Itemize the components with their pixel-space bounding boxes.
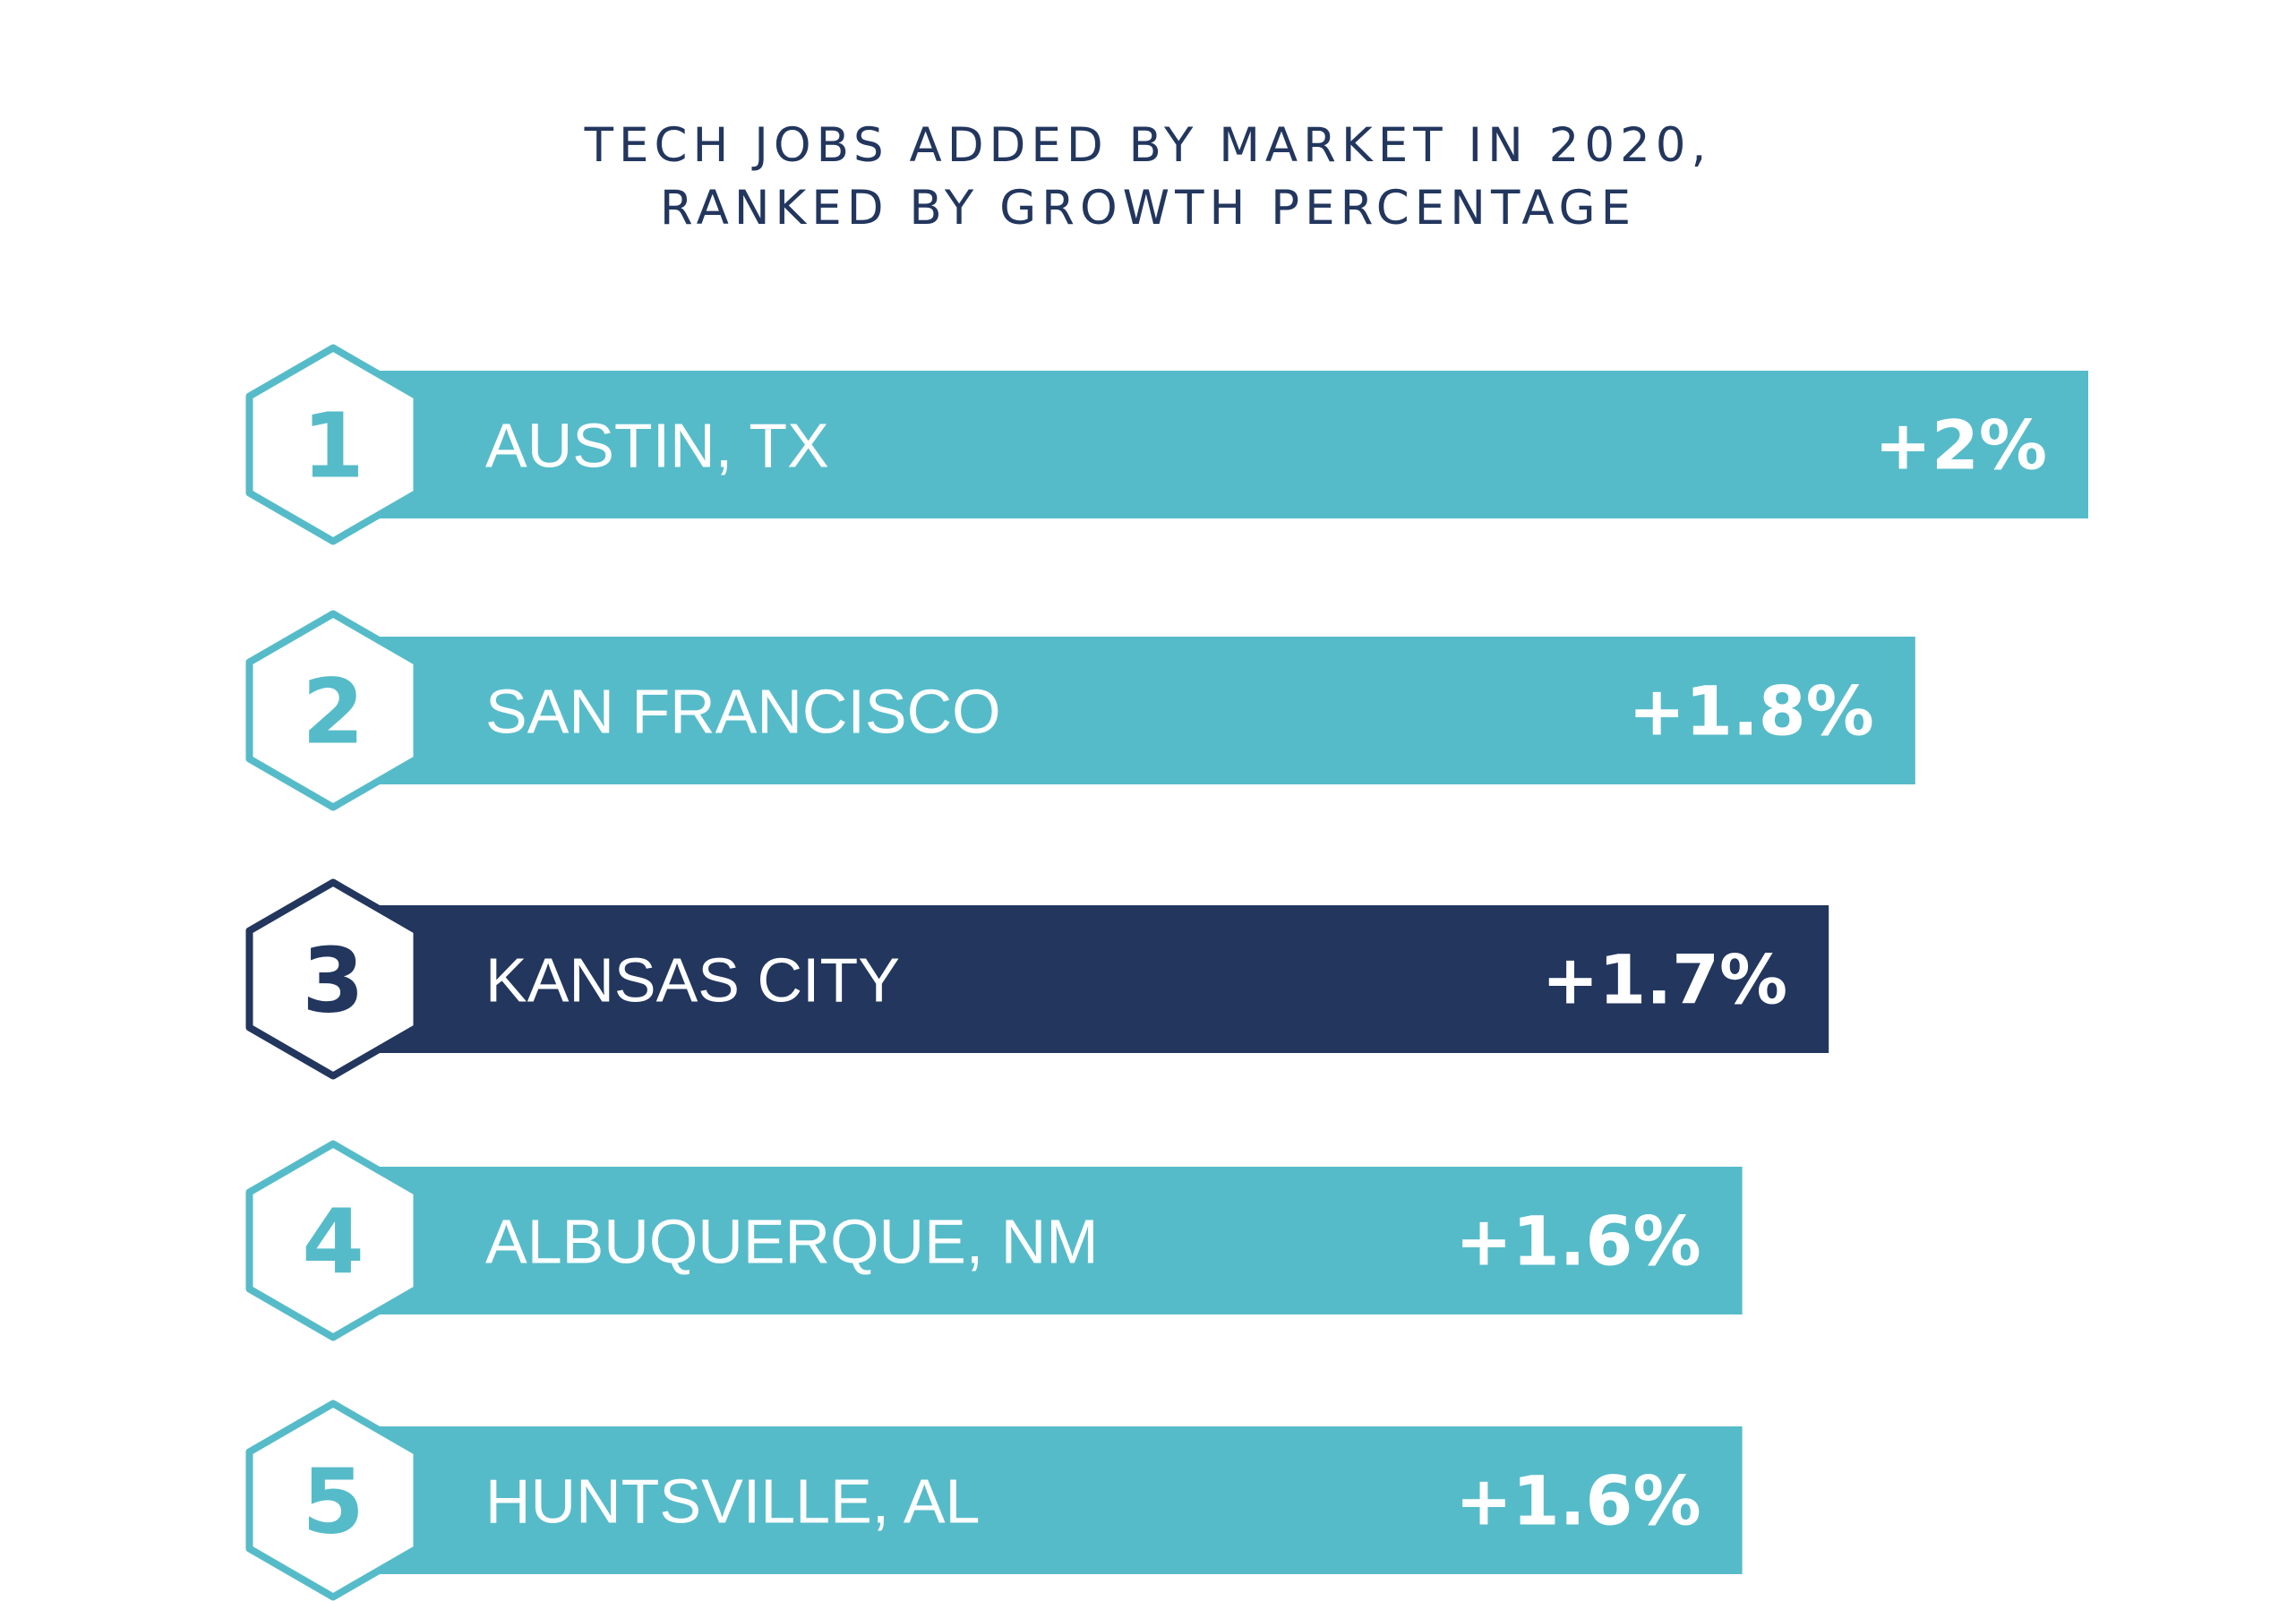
- rank-number-3: 3: [302, 929, 364, 1033]
- bar-row-1: 1 AUSTIN, TX +2%: [245, 344, 2088, 545]
- rank-badge-hexagon-3: [245, 878, 421, 1080]
- rank-number-4: 4: [302, 1190, 364, 1295]
- category-label-2: SAN FRANCISCO: [485, 677, 1001, 747]
- bar-3: [358, 905, 1829, 1053]
- bar-2: [358, 637, 1915, 784]
- rank-badge-hexagon-1: [245, 344, 421, 545]
- chart-title-line-2: RANKED BY GROWTH PERCENTAGE: [659, 181, 1637, 235]
- data-label-3: +1.7%: [1542, 940, 1787, 1020]
- rank-number-1: 1: [302, 394, 364, 499]
- data-label-5: +1.6%: [1455, 1461, 1701, 1541]
- bar-row-4: 4 ALBUQUERQUE, NM +1.6%: [245, 1140, 1743, 1341]
- data-label-2: +1.8%: [1628, 672, 1873, 751]
- rank-number-5: 5: [302, 1450, 364, 1554]
- bar-1: [358, 371, 2088, 518]
- category-label-3: KANSAS CITY: [485, 946, 900, 1015]
- bar-row-2: 2 SAN FRANCISCO +1.8%: [245, 610, 1915, 811]
- data-label-1: +2%: [1874, 406, 2047, 485]
- chart-title-line-1: TECH JOBS ADDED BY MARKET IN 2020,: [584, 118, 1712, 173]
- bar-4: [358, 1167, 1743, 1314]
- category-label-5: HUNTSVILLE, AL: [485, 1467, 980, 1537]
- bar-5: [358, 1426, 1743, 1574]
- rank-badge-hexagon-4: [245, 1140, 421, 1341]
- rank-number-2: 2: [302, 660, 364, 765]
- data-label-4: +1.6%: [1455, 1202, 1701, 1281]
- chart-title: TECH JOBS ADDED BY MARKET IN 2020, RANKE…: [0, 115, 2296, 240]
- category-label-1: AUSTIN, TX: [485, 411, 829, 481]
- rank-badge-hexagon-5: [245, 1400, 421, 1601]
- rank-badge-hexagon-2: [245, 610, 421, 811]
- bar-row-3: 3 KANSAS CITY +1.7%: [245, 878, 1829, 1080]
- category-label-4: ALBUQUERQUE, NM: [485, 1207, 1099, 1277]
- bar-row-5: 5 HUNTSVILLE, AL +1.6%: [245, 1400, 1743, 1601]
